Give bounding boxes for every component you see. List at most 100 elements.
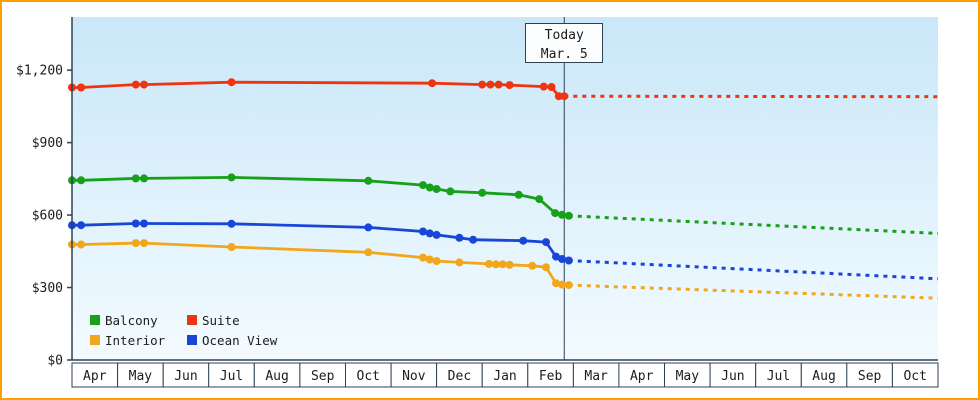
month-label: Oct bbox=[357, 369, 380, 384]
legend-swatch-suite bbox=[187, 315, 197, 325]
month-label: Aug bbox=[265, 369, 288, 384]
data-point-interior bbox=[455, 258, 464, 267]
month-label: Jul bbox=[767, 369, 790, 384]
y-tick-label: $900 bbox=[32, 136, 63, 151]
projected-line-balcony bbox=[568, 214, 939, 235]
month-cell bbox=[846, 362, 893, 388]
data-point-ocean-view bbox=[425, 229, 434, 238]
data-point-balcony bbox=[446, 187, 455, 196]
month-cell bbox=[664, 362, 711, 388]
data-point-interior bbox=[491, 260, 500, 269]
data-point-interior bbox=[564, 281, 573, 290]
data-point-interior bbox=[131, 239, 140, 248]
data-point-balcony bbox=[140, 174, 148, 183]
month-cell bbox=[162, 362, 210, 388]
month-cell bbox=[208, 362, 255, 388]
month-label: Aug bbox=[812, 369, 835, 384]
data-point-suite bbox=[131, 80, 140, 89]
month-cell bbox=[253, 362, 301, 388]
data-point-ocean-view bbox=[519, 236, 528, 245]
month-cell bbox=[800, 362, 848, 388]
data-point-interior bbox=[77, 240, 86, 249]
data-point-interior bbox=[140, 239, 148, 248]
month-cell bbox=[891, 362, 939, 388]
data-point-balcony bbox=[227, 173, 236, 182]
month-label: Sep bbox=[858, 369, 882, 384]
data-point-ocean-view bbox=[432, 230, 441, 239]
data-point-suite bbox=[505, 81, 514, 90]
data-point-interior bbox=[432, 257, 441, 265]
data-point-ocean-view bbox=[552, 252, 560, 261]
month-label: May bbox=[129, 369, 153, 384]
today-marker-date: Mar. 5 bbox=[540, 47, 588, 62]
month-label: Apr bbox=[83, 369, 107, 384]
data-point-suite bbox=[428, 79, 437, 88]
data-point-ocean-view bbox=[455, 233, 464, 242]
data-point-balcony bbox=[432, 185, 441, 193]
data-point-suite bbox=[560, 92, 569, 101]
data-point-balcony bbox=[77, 176, 86, 185]
month-label: Jun bbox=[721, 369, 744, 384]
data-point-balcony bbox=[478, 188, 487, 197]
data-point-suite bbox=[539, 82, 548, 91]
data-point-ocean-view bbox=[364, 223, 373, 232]
data-point-interior bbox=[558, 280, 566, 289]
projected-line-ocean-view bbox=[568, 259, 939, 281]
y-tick-label: $300 bbox=[32, 281, 63, 296]
data-point-suite bbox=[478, 80, 487, 89]
month-label: Dec bbox=[448, 369, 471, 384]
today-marker-title: Today bbox=[544, 28, 584, 43]
projected-line-interior bbox=[568, 283, 939, 300]
data-point-ocean-view bbox=[419, 227, 427, 236]
legend-label-ocean-view: Ocean View bbox=[202, 333, 278, 348]
data-point-interior bbox=[227, 243, 236, 251]
month-label: Oct bbox=[903, 369, 926, 384]
month-cell bbox=[436, 362, 483, 388]
legend-swatch-interior bbox=[90, 335, 100, 345]
data-point-interior bbox=[419, 253, 427, 262]
data-point-ocean-view bbox=[564, 256, 573, 265]
data-point-suite bbox=[227, 78, 236, 87]
month-label: Feb bbox=[539, 369, 563, 384]
data-point-balcony bbox=[514, 190, 523, 199]
data-point-interior bbox=[425, 255, 434, 264]
data-point-balcony bbox=[425, 183, 434, 192]
month-cell bbox=[481, 362, 529, 388]
month-cell bbox=[527, 362, 574, 388]
data-point-balcony bbox=[551, 209, 560, 218]
month-label: Nov bbox=[402, 369, 426, 384]
data-point-balcony bbox=[364, 176, 373, 185]
data-point-ocean-view bbox=[469, 235, 478, 244]
legend-label-interior: Interior bbox=[105, 333, 166, 348]
month-cell bbox=[572, 362, 620, 388]
data-point-ocean-view bbox=[542, 238, 550, 247]
data-point-suite bbox=[494, 80, 503, 89]
legend-label-balcony: Balcony bbox=[105, 313, 158, 328]
legend-label-suite: Suite bbox=[202, 313, 240, 328]
month-cell bbox=[390, 362, 438, 388]
data-point-interior bbox=[364, 248, 373, 257]
month-cell bbox=[345, 362, 392, 388]
data-point-interior bbox=[552, 279, 560, 288]
data-point-balcony bbox=[419, 181, 427, 190]
data-point-suite bbox=[77, 83, 86, 92]
data-point-interior bbox=[528, 261, 537, 270]
data-point-interior bbox=[542, 263, 550, 272]
month-label: May bbox=[676, 369, 700, 384]
data-point-suite bbox=[486, 80, 495, 89]
month-cell bbox=[71, 362, 119, 388]
data-point-interior bbox=[485, 259, 493, 268]
y-tick-label: $0 bbox=[47, 354, 63, 369]
y-tick-label: $600 bbox=[32, 209, 63, 224]
data-point-suite bbox=[140, 80, 148, 89]
data-point-suite bbox=[547, 83, 556, 91]
data-point-balcony bbox=[131, 174, 140, 183]
legend-swatch-balcony bbox=[90, 315, 100, 325]
month-cell bbox=[755, 362, 802, 388]
month-label: Jul bbox=[220, 369, 243, 384]
month-label: Sep bbox=[311, 369, 335, 384]
data-point-ocean-view bbox=[140, 219, 148, 228]
today-marker-box: Today Mar. 5 bbox=[525, 23, 604, 63]
data-point-balcony bbox=[564, 211, 573, 220]
